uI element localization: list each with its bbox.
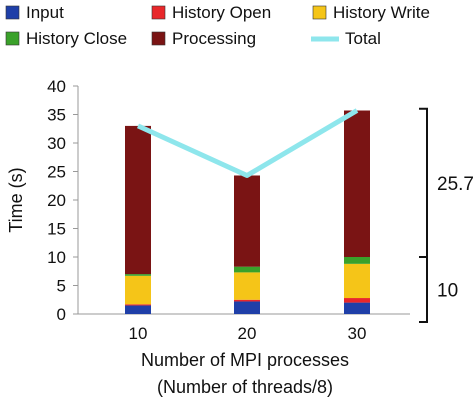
- legend-swatch: [151, 5, 166, 20]
- legend-label: History Open: [172, 3, 271, 22]
- legend-swatch: [5, 5, 20, 20]
- bar-input-10: [125, 305, 151, 314]
- bracket-2: 10: [419, 256, 458, 323]
- bar-history-write-30: [344, 263, 370, 299]
- legend-label: History Close: [26, 29, 127, 48]
- legend: Input History Open History Write History Cl…: [5, 3, 430, 48]
- legend-item-total: Total: [311, 29, 381, 48]
- x-tick-label: 30: [348, 324, 367, 343]
- y-tick-label: 0: [57, 305, 66, 324]
- annotations: 25.7 10: [419, 107, 474, 323]
- total-line: [136, 108, 359, 178]
- legend-item-history-open: History Open: [151, 3, 271, 22]
- bar-history-open-20: [234, 299, 260, 302]
- bracket-1: 25.7: [419, 107, 474, 258]
- x-ticks: 10 20 30: [129, 324, 367, 343]
- legend-swatch: [151, 31, 166, 46]
- x-axis-title: Number of MPI processes: [141, 350, 349, 370]
- legend-label: Input: [26, 3, 64, 22]
- legend-swatch: [5, 31, 20, 46]
- legend-item-input: Input: [5, 3, 64, 22]
- bar-history-write-10: [125, 275, 151, 305]
- y-tick-label: 20: [47, 191, 66, 210]
- legend-item-history-write: History Write: [312, 3, 430, 22]
- x-axis-subtitle: (Number of threads/8): [157, 377, 333, 397]
- y-tick-label: 10: [47, 248, 66, 267]
- bar-processing-20: [234, 175, 260, 267]
- plot-area: 0 5 10 15 20 25 30 35 40 10 20 30: [47, 77, 410, 343]
- bar-history-close-30: [344, 257, 370, 264]
- bar-processing-10: [125, 125, 151, 275]
- y-tick-label: 15: [47, 220, 66, 239]
- y-tick-label: 25: [47, 163, 66, 182]
- y-ticks: 0 5 10 15 20 25 30 35 40: [47, 77, 78, 324]
- legend-label: History Write: [333, 3, 430, 22]
- bar-history-close-10: [125, 274, 151, 276]
- bars: [125, 110, 370, 314]
- legend-label: Processing: [172, 29, 256, 48]
- x-tick-label: 20: [238, 324, 257, 343]
- legend-item-processing: Processing: [151, 29, 256, 48]
- legend-swatch: [312, 5, 327, 20]
- y-axis-title: Time (s): [6, 167, 26, 232]
- bracket-line: [419, 107, 428, 258]
- x-tick-label: 10: [129, 324, 148, 343]
- bar-processing-30: [344, 110, 370, 257]
- bar-history-write-20: [234, 272, 260, 300]
- bracket-label: 25.7: [437, 174, 474, 195]
- bracket-line: [419, 256, 428, 323]
- bar-history-close-20: [234, 266, 260, 273]
- legend-label: Total: [345, 29, 381, 48]
- bracket-label: 10: [437, 281, 458, 302]
- bar-history-open-10: [125, 304, 151, 306]
- bar-input-30: [344, 302, 370, 314]
- y-tick-label: 30: [47, 134, 66, 153]
- y-tick-label: 5: [57, 277, 66, 296]
- total-series-line: [136, 108, 359, 178]
- y-tick-label: 40: [47, 77, 66, 96]
- bar-history-open-30: [344, 298, 370, 303]
- legend-item-history-close: History Close: [5, 29, 127, 48]
- y-tick-label: 35: [47, 106, 66, 125]
- bar-input-20: [234, 301, 260, 314]
